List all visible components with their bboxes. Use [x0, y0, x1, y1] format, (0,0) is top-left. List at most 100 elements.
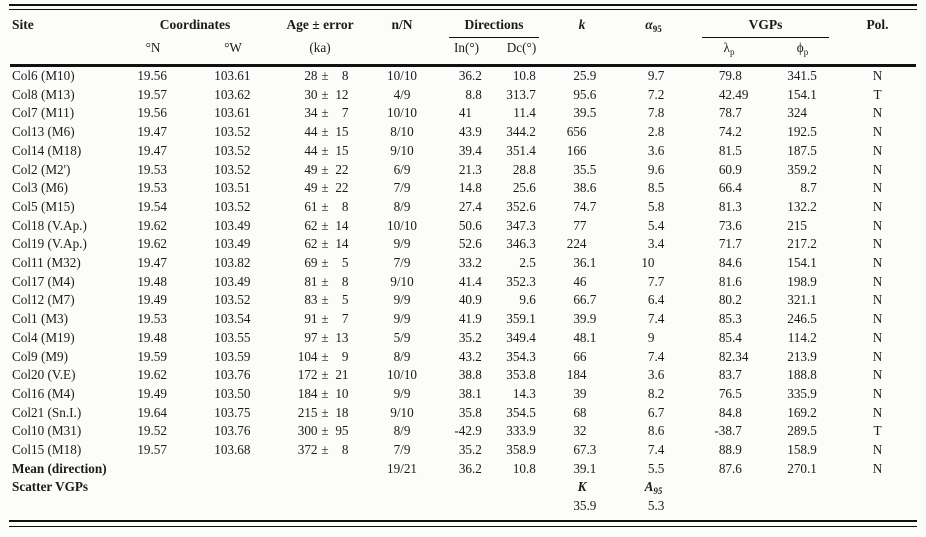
site-cell: Scatter VGPs [12, 479, 89, 495]
vgp-lat-cell: 84.6 [718, 255, 742, 271]
site-cell: Col6 (M10) [12, 68, 75, 83]
table-row: Col18 (V.Ap.) 19.62 103.49 62 ±14 10/10 50.6 34… [10, 217, 916, 236]
inclination-cell: 38.8 [458, 367, 482, 383]
vgp-lat-cell: 42.49 [718, 86, 749, 102]
vgp-lon-cell: 198.9 [787, 273, 817, 289]
longitude-cell: 103.49 [214, 236, 251, 252]
longitude-cell: 103.55 [214, 329, 251, 345]
declination-cell: 28.8 [512, 161, 536, 177]
col-header-pol: Pol. [866, 17, 889, 32]
age-cell: 215 ±18 [297, 404, 349, 420]
polarity-cell: N [872, 217, 883, 233]
latitude-cell: 19.56 [137, 105, 167, 121]
latitude-cell: 19.57 [137, 442, 167, 458]
table-row: Col10 (M31) 19.52 103.76 300 ±95 8/9 -42.9 333.… [10, 422, 916, 441]
age-cell: 30 ±12 [304, 86, 349, 102]
site-cell: Mean (direction) [12, 460, 107, 476]
inclination-cell [439, 478, 494, 497]
latitude-cell: 19.62 [137, 236, 167, 252]
age-cell: 300 ±95 [297, 423, 349, 439]
vgp-lat-cell: 87.6 [718, 460, 742, 476]
longitude-cell: 103.75 [214, 404, 251, 420]
vgp-lon-cell: 335.9 [787, 385, 817, 401]
table-header: Site Coordinates Age ± error n/N Directi… [10, 10, 916, 66]
inclination-cell [439, 497, 494, 516]
declination-cell: 359.1 [506, 311, 536, 327]
longitude-cell: 103.68 [214, 442, 251, 458]
alpha95-cell: 7.4 [647, 442, 665, 458]
k-cell: 66.7 [573, 292, 597, 308]
latitude-cell: 19.49 [137, 292, 167, 308]
alpha95-cell: 7.8 [647, 105, 665, 121]
alpha95-cell: 8.2 [647, 385, 665, 401]
longitude-cell: 103.76 [214, 423, 251, 439]
table-row: Col8 (M13) 19.57 103.62 30 ±12 4/9 8.8 313.7 95.… [10, 86, 916, 105]
site-cell: Col21 (Sn.I.) [12, 404, 82, 420]
col-header-age: Age ± error [286, 17, 354, 32]
n-ratio-cell [365, 478, 439, 497]
inclination-cell: 36.2 [458, 68, 482, 83]
polarity-cell: N [872, 348, 883, 364]
vgp-lon-cell: 114.2 [787, 329, 817, 345]
latitude-cell: 19.48 [137, 329, 167, 345]
longitude-cell: 103.51 [214, 180, 251, 196]
longitude-cell: 103.59 [214, 348, 251, 364]
age-cell: 97 ±13 [304, 329, 349, 345]
alpha95-cell: 7.4 [647, 348, 665, 364]
polarity-cell [839, 497, 916, 516]
inclination-cell: 50.6 [458, 217, 482, 233]
site-cell: Col8 (M13) [12, 86, 75, 102]
site-cell: Col17 (M4) [12, 273, 75, 289]
longitude-cell: 103.52 [214, 124, 251, 140]
site-cell: Col3 (M6) [12, 180, 69, 196]
latitude-cell [115, 460, 191, 479]
vgp-lat-cell: 81.3 [718, 198, 742, 214]
alpha95-cell: 2.8 [647, 124, 665, 140]
vgp-lon-cell: 289.5 [787, 423, 817, 439]
n-ratio-cell: 10/10 [386, 367, 418, 383]
vgp-lon-cell: 215 [787, 217, 807, 233]
k-cell: 35.9 [573, 498, 597, 514]
inclination-cell: 39.4 [458, 142, 482, 158]
n-ratio-cell: 9/10 [390, 273, 414, 289]
vgp-lon-cell: 246.5 [787, 311, 817, 327]
vgp-lat-cell: 82.34 [718, 348, 749, 364]
vgp-lon-cell: 188.8 [787, 367, 817, 383]
alpha95-cell: 10 [641, 255, 655, 271]
vgp-lon-cell [766, 497, 839, 516]
longitude-cell: 103.54 [214, 311, 251, 327]
age-cell: 49 ±22 [304, 180, 349, 196]
age-cell: 104 ±9 [297, 348, 349, 364]
table-row: 35.9 5.3 [10, 497, 916, 516]
n-ratio-cell: 9/9 [393, 311, 411, 327]
alpha95-cell: 3.4 [647, 236, 665, 252]
inclination-cell: 41 [458, 105, 472, 121]
latitude-cell: 19.53 [137, 161, 167, 177]
vgp-lon-cell: 154.1 [787, 255, 817, 271]
declination-cell: 349.4 [506, 329, 536, 345]
declination-cell: 352.3 [506, 273, 536, 289]
col-header-vgps: VGPs [692, 10, 839, 39]
site-cell: Col19 (V.Ap.) [12, 236, 87, 252]
col-header-declination: Dc(°) [506, 40, 537, 55]
vgp-lon-cell: 321.1 [787, 292, 817, 308]
latitude-cell: 19.54 [137, 198, 167, 214]
k-cell: 66 [573, 348, 587, 364]
alpha95-cell: 7.4 [647, 311, 665, 327]
k-cell: 36.1 [573, 255, 597, 271]
age-cell: 34 ±7 [304, 105, 349, 121]
n-ratio-cell: 8/9 [393, 348, 411, 364]
longitude-cell: 103.52 [214, 161, 251, 177]
inclination-cell: 38.1 [458, 385, 482, 401]
k-cell: K [577, 479, 587, 495]
alpha95-cell: A95 [644, 479, 663, 497]
declination-cell: 344.2 [506, 124, 536, 140]
site-cell: Col7 (M11) [12, 105, 75, 121]
table-row: Col12 (M7) 19.49 103.52 83 ±5 9/9 40.9 9.6 66.7 6… [10, 291, 916, 310]
declination-cell: 2.5 [519, 255, 536, 271]
k-cell: 46 [573, 273, 587, 289]
inclination-cell: 35.2 [458, 329, 482, 345]
inclination-cell: 33.2 [458, 255, 482, 271]
alpha95-cell: 5.5 [647, 460, 665, 476]
